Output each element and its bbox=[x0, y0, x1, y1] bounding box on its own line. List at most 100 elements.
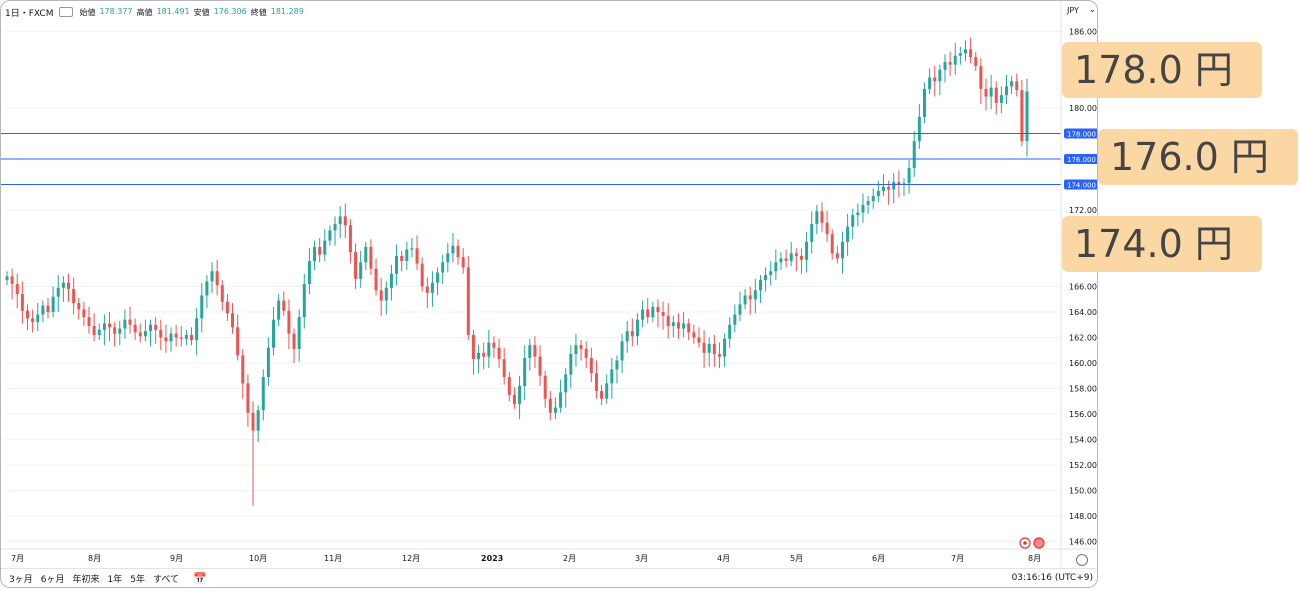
time-tick-label: 7月 bbox=[951, 554, 964, 563]
candle-body bbox=[430, 282, 434, 293]
candle-body bbox=[733, 314, 737, 325]
time-tick-label: 7月 bbox=[11, 554, 24, 563]
time-tick-label: 8月 bbox=[88, 554, 101, 563]
candle-body bbox=[5, 276, 9, 281]
range-6m-button[interactable]: 6ヶ月 bbox=[40, 575, 65, 585]
candle-body bbox=[461, 257, 465, 268]
candle-body bbox=[553, 407, 557, 413]
candle-body bbox=[974, 57, 978, 66]
range-ytd-button[interactable]: 年初来 bbox=[72, 575, 100, 585]
candle-body bbox=[697, 337, 701, 343]
candle-body bbox=[482, 352, 486, 357]
candle-body bbox=[507, 377, 511, 395]
price-chart[interactable]: 178.000 176.000 174.000 186.000 180.000 172.… bbox=[1, 1, 1098, 588]
range-5y-button[interactable]: 5年 bbox=[130, 575, 145, 585]
candle-body bbox=[625, 331, 629, 342]
candle-body bbox=[615, 360, 619, 370]
candle-body bbox=[1010, 81, 1014, 87]
candle-body bbox=[892, 181, 896, 190]
candle-body bbox=[67, 282, 71, 290]
symbol-header: 1日・FXCM 始値 178.377 高値 181.491 安値 176.306 終値… bbox=[5, 5, 304, 19]
candle-body bbox=[943, 62, 947, 70]
candle-body bbox=[359, 262, 363, 279]
candle-body bbox=[313, 246, 317, 261]
chart-frame: 178.000 176.000 174.000 186.000 180.000 172.… bbox=[0, 0, 1098, 588]
candle-body bbox=[436, 272, 440, 283]
price-level-badge bbox=[1064, 128, 1097, 139]
candle-body bbox=[195, 318, 199, 341]
time-axis: 7月 8月 9月 10月 11月 12月 2023 2月 3月 4月 5月 6月 7月 8月 bbox=[1, 537, 1097, 563]
price-level-badge bbox=[1064, 154, 1097, 164]
candle-body bbox=[77, 303, 81, 310]
candle-body bbox=[963, 49, 967, 54]
candle-body bbox=[835, 253, 839, 259]
candle-body bbox=[897, 181, 901, 185]
range-1y-button[interactable]: 1年 bbox=[107, 575, 123, 585]
candle-body bbox=[543, 375, 547, 399]
eye-icon[interactable] bbox=[59, 7, 74, 17]
candle-body bbox=[395, 255, 399, 274]
time-tick-label: 3月 bbox=[635, 554, 648, 563]
symbol-label[interactable]: 1日・FXCM bbox=[5, 8, 54, 19]
candle-body bbox=[128, 319, 132, 325]
candle-body bbox=[574, 345, 578, 355]
candle-body bbox=[702, 342, 706, 353]
candle-body bbox=[902, 183, 906, 185]
candle-body bbox=[610, 369, 614, 384]
candle-body bbox=[994, 87, 998, 103]
candle-body bbox=[374, 268, 378, 291]
candle-body bbox=[10, 276, 14, 284]
candle-body bbox=[492, 342, 496, 348]
candle-body bbox=[717, 354, 721, 357]
candle-body bbox=[190, 334, 194, 341]
candle-body bbox=[220, 285, 224, 302]
candle-body bbox=[384, 287, 388, 301]
candle-body bbox=[671, 322, 675, 327]
price-tick-label: 164.000 bbox=[1069, 308, 1098, 317]
candle-body bbox=[154, 324, 158, 330]
candle-body bbox=[758, 280, 762, 291]
candle-body bbox=[307, 261, 311, 284]
grid bbox=[5, 31, 1061, 542]
candle-body bbox=[881, 187, 885, 191]
candle-body bbox=[969, 49, 973, 57]
candle-body bbox=[82, 309, 86, 318]
candle-body bbox=[887, 187, 891, 190]
chevron-down-icon[interactable]: ⌄ bbox=[1089, 5, 1096, 14]
candle-body bbox=[169, 333, 173, 342]
price-level-label: 176.000 bbox=[1067, 156, 1096, 164]
high-label: 高値 bbox=[136, 7, 153, 17]
price-level-badge bbox=[1064, 179, 1097, 190]
gear-icon[interactable] bbox=[1076, 554, 1088, 566]
candle-body bbox=[871, 195, 875, 202]
candle-body bbox=[1015, 81, 1019, 91]
candle-body bbox=[810, 224, 814, 242]
calendar-icon[interactable]: 📅 bbox=[192, 572, 207, 585]
clock-label[interactable]: 03:16:16 (UTC+9) bbox=[1011, 573, 1093, 583]
candle-body bbox=[36, 314, 40, 323]
candle-body bbox=[471, 334, 475, 360]
candle-body bbox=[425, 286, 429, 293]
candle-body bbox=[26, 310, 30, 319]
candle-body bbox=[51, 296, 55, 312]
candle-body bbox=[774, 262, 778, 272]
candle-body bbox=[825, 222, 829, 235]
close-label: 終値 bbox=[250, 7, 267, 17]
horizontal-lines: 178.000 176.000 174.000 bbox=[1, 128, 1097, 190]
candle-body bbox=[533, 345, 537, 357]
range-3m-button[interactable]: 3ヶ月 bbox=[9, 575, 33, 585]
candle-body bbox=[984, 88, 988, 97]
callout-176: 176.0 円 bbox=[1098, 129, 1298, 185]
range-all-button[interactable]: すべて bbox=[152, 575, 179, 585]
candle-body bbox=[989, 87, 993, 97]
candle-body bbox=[41, 305, 45, 315]
candle-body bbox=[876, 190, 880, 196]
currency-label[interactable]: JPY bbox=[1067, 6, 1079, 15]
candle-body bbox=[687, 323, 691, 333]
candle-body bbox=[164, 337, 168, 342]
candle-body bbox=[420, 263, 424, 287]
candle-body bbox=[297, 317, 301, 349]
candle-body bbox=[948, 62, 952, 65]
candle-body bbox=[815, 211, 819, 225]
candle-body bbox=[364, 246, 368, 263]
